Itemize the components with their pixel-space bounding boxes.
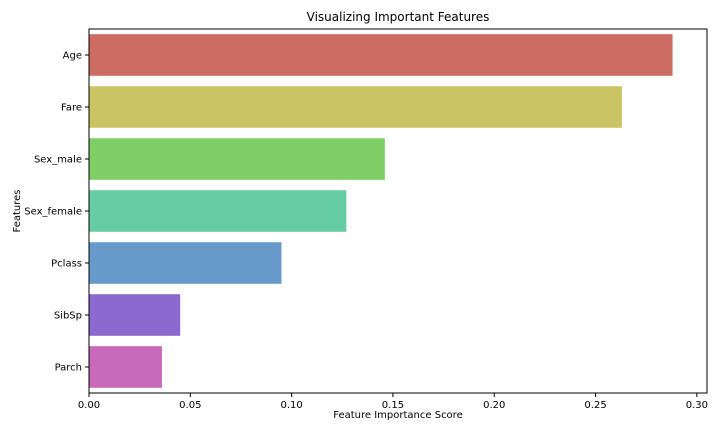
bar-pclass: [89, 242, 282, 284]
x-tick-label: 0.10: [280, 400, 302, 411]
x-ticks-layer: 0.00 0.05 0.10 0.15 0.20 0.25 0.30: [78, 393, 708, 411]
y-tick-label: Pclass: [51, 259, 82, 270]
y-tick-label: Age: [63, 51, 82, 62]
x-tick-label: 0.20: [483, 400, 505, 411]
y-tick-label: SibSp: [54, 311, 82, 322]
chart-title: Visualizing Important Features: [307, 10, 490, 24]
bar-sex-female: [89, 190, 347, 232]
plot-frame: [88, 28, 708, 394]
x-tick-label: 0.30: [686, 400, 708, 411]
x-tick-label: 0.00: [78, 400, 100, 411]
bar-age: [89, 34, 673, 76]
y-tick-label: Fare: [61, 103, 82, 114]
x-tick-label: 0.15: [382, 400, 404, 411]
y-tick-label: Parch: [55, 363, 82, 374]
y-axis-label: Features: [12, 190, 23, 233]
bar-fare: [89, 86, 622, 128]
x-tick-label: 0.25: [584, 400, 606, 411]
y-tick-label: Sex_male: [34, 155, 82, 166]
x-axis-label: Feature Importance Score: [333, 410, 462, 421]
y-tick-label: Sex_female: [24, 207, 82, 218]
x-tick-label: 0.05: [179, 400, 201, 411]
y-ticks-layer: Age Fare Sex_male Sex_female Pclass SibSp Parc…: [24, 51, 89, 374]
bar-sibsp: [89, 294, 181, 336]
bars-layer: [89, 34, 673, 388]
bar-sex-male: [89, 138, 385, 180]
bar-parch: [89, 346, 162, 388]
